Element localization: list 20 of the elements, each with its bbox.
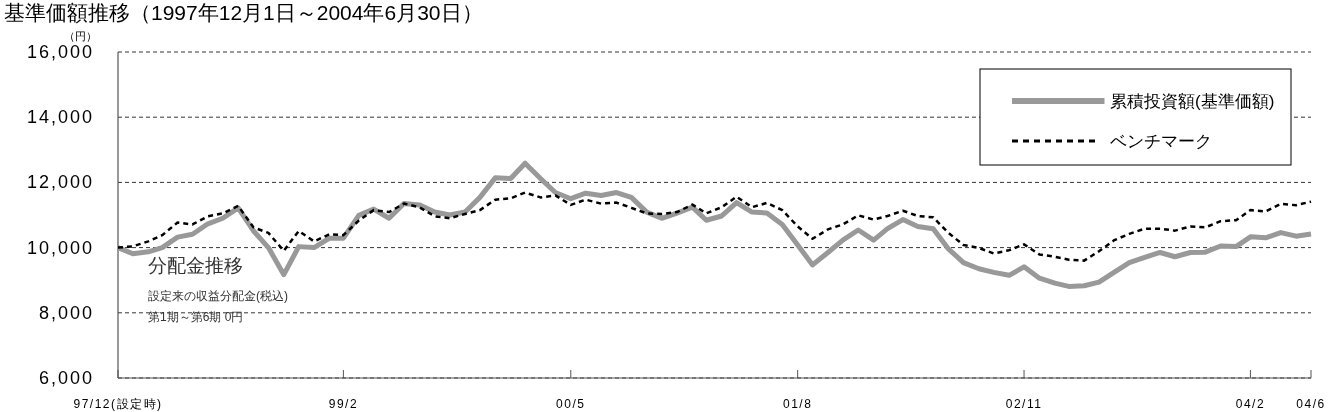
x-tick-label: 01/8 (782, 397, 813, 411)
annotation: 設定来の収益分配金(税込) (148, 289, 288, 303)
legend-label: 累積投資額(基準価額) (1110, 92, 1275, 111)
chart-title: 基準価額推移（1997年12月1日～2004年6月30日） (4, 1, 483, 24)
x-tick-label: 04/6 (1296, 397, 1326, 411)
x-tick-label: 99/2 (328, 397, 359, 411)
annotation: 分配金推移 (148, 255, 243, 276)
y-tick-label: 12,000 (26, 172, 94, 193)
y-tick-label: 6,000 (38, 368, 94, 388)
y-axis-title: （円） (63, 30, 97, 42)
y-tick-label: 8,000 (38, 302, 94, 323)
x-tick-label: 02/11 (1005, 397, 1043, 411)
annotation: 第1期～第6期 0円 (148, 310, 244, 324)
x-tick-label: 97/12(設定時) (73, 397, 163, 411)
y-tick-label: 16,000 (26, 42, 94, 62)
legend-label: ベンチマーク (1110, 132, 1212, 151)
x-tick-label: 00/5 (556, 397, 586, 411)
y-tick-label: 14,000 (26, 107, 94, 128)
x-tick-label: 04/2 (1235, 397, 1266, 411)
y-tick-label: 10,000 (26, 237, 94, 258)
